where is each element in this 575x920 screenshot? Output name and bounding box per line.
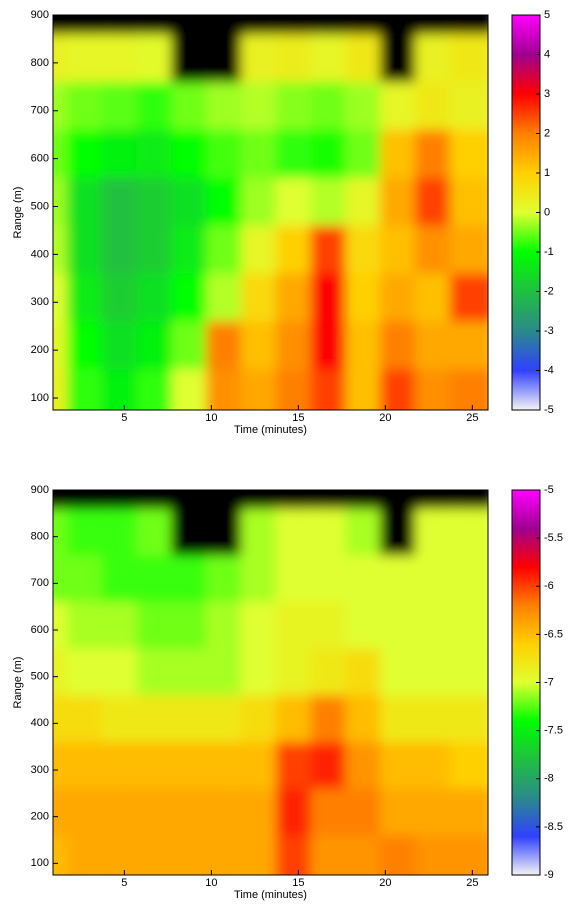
- heatmap-cell: [449, 177, 488, 236]
- heatmap-cell: [449, 835, 488, 875]
- x-tick-label: 25: [466, 412, 478, 424]
- x-tick-label: 25: [466, 877, 478, 889]
- colorbar-tick-label: 0: [544, 206, 550, 218]
- x-tick-label: 20: [379, 877, 391, 889]
- y-tick-label: 600: [31, 624, 49, 636]
- x-tick-label: 15: [292, 877, 304, 889]
- colorbar-tick-label: -7: [544, 676, 554, 688]
- cells: [53, 490, 488, 875]
- colorbar-tick-label: 2: [544, 127, 550, 139]
- x-tick-label: 10: [205, 877, 217, 889]
- colorbar-tick-label: -1: [544, 246, 554, 258]
- y-tick-label: 800: [31, 531, 49, 543]
- plot-area: [53, 15, 488, 410]
- heatmap-cell: [449, 369, 488, 410]
- colorbar-tick-label: -3: [544, 325, 554, 337]
- y-tick-label: 900: [31, 9, 49, 21]
- y-tick-label: 400: [31, 717, 49, 729]
- y-tick-label: 500: [31, 671, 49, 683]
- cells: [53, 15, 488, 410]
- colorbar-tick-label: 4: [544, 48, 550, 60]
- x-tick-label: 5: [121, 412, 127, 424]
- colorbar: [511, 14, 541, 411]
- colorbar-tick-label: 5: [544, 9, 550, 21]
- y-tick-label: 700: [31, 105, 49, 117]
- y-tick-label: 500: [31, 200, 49, 212]
- heatmap-panel: 5 10 15 20 25 100 200 300 400 500 600 700 800 900 Time…: [12, 484, 563, 901]
- colorbar-tick-label: -5: [544, 484, 554, 496]
- y-tick-label: 200: [31, 344, 49, 356]
- colorbar-tick-label: -5.5: [544, 532, 563, 544]
- colorbar-tick-label: -6: [544, 580, 554, 592]
- y-tick-label: 300: [31, 296, 49, 308]
- y-tick-label: 300: [31, 764, 49, 776]
- colorbar: [511, 489, 541, 876]
- x-tick-label: 5: [121, 877, 127, 889]
- x-tick-label: 20: [379, 412, 391, 424]
- x-axis-label: Time (minutes): [234, 889, 307, 901]
- colorbar-tick-label: 3: [544, 88, 550, 100]
- colorbar-tick-label: -4: [544, 364, 554, 376]
- y-axis-label: Range (m): [12, 187, 24, 239]
- y-tick-label: 700: [31, 577, 49, 589]
- x-axis-label: Time (minutes): [234, 424, 307, 436]
- y-tick-label: 400: [31, 248, 49, 260]
- y-tick-label: 200: [31, 811, 49, 823]
- colorbar-tick-label: -7.5: [544, 725, 563, 737]
- plot-area: [53, 490, 488, 875]
- colorbar-tick-label: -5: [544, 404, 554, 416]
- colorbar-tick-label: -8.5: [544, 821, 563, 833]
- y-tick-label: 800: [31, 57, 49, 69]
- heatmap-panel: 5 10 15 20 25100200300400500600700800900Time…: [12, 9, 554, 436]
- colorbar-tick-label: -6.5: [544, 628, 563, 640]
- colorbar-tick-label: 1: [544, 167, 550, 179]
- y-tick-label: 600: [31, 153, 49, 165]
- y-tick-label: 100: [31, 857, 49, 869]
- colorbar-tick-label: -9: [544, 869, 554, 881]
- axes-frame: [52, 489, 489, 876]
- x-tick-label: 10: [205, 412, 217, 424]
- y-axis-label: Range (m): [12, 657, 24, 709]
- y-tick-label: 900: [31, 484, 49, 496]
- x-tick-label: 15: [292, 412, 304, 424]
- axes-frame: [52, 14, 489, 411]
- colorbar-tick-label: -2: [544, 285, 554, 297]
- colorbar-tick-label: -8: [544, 773, 554, 785]
- y-tick-label: 100: [31, 392, 49, 404]
